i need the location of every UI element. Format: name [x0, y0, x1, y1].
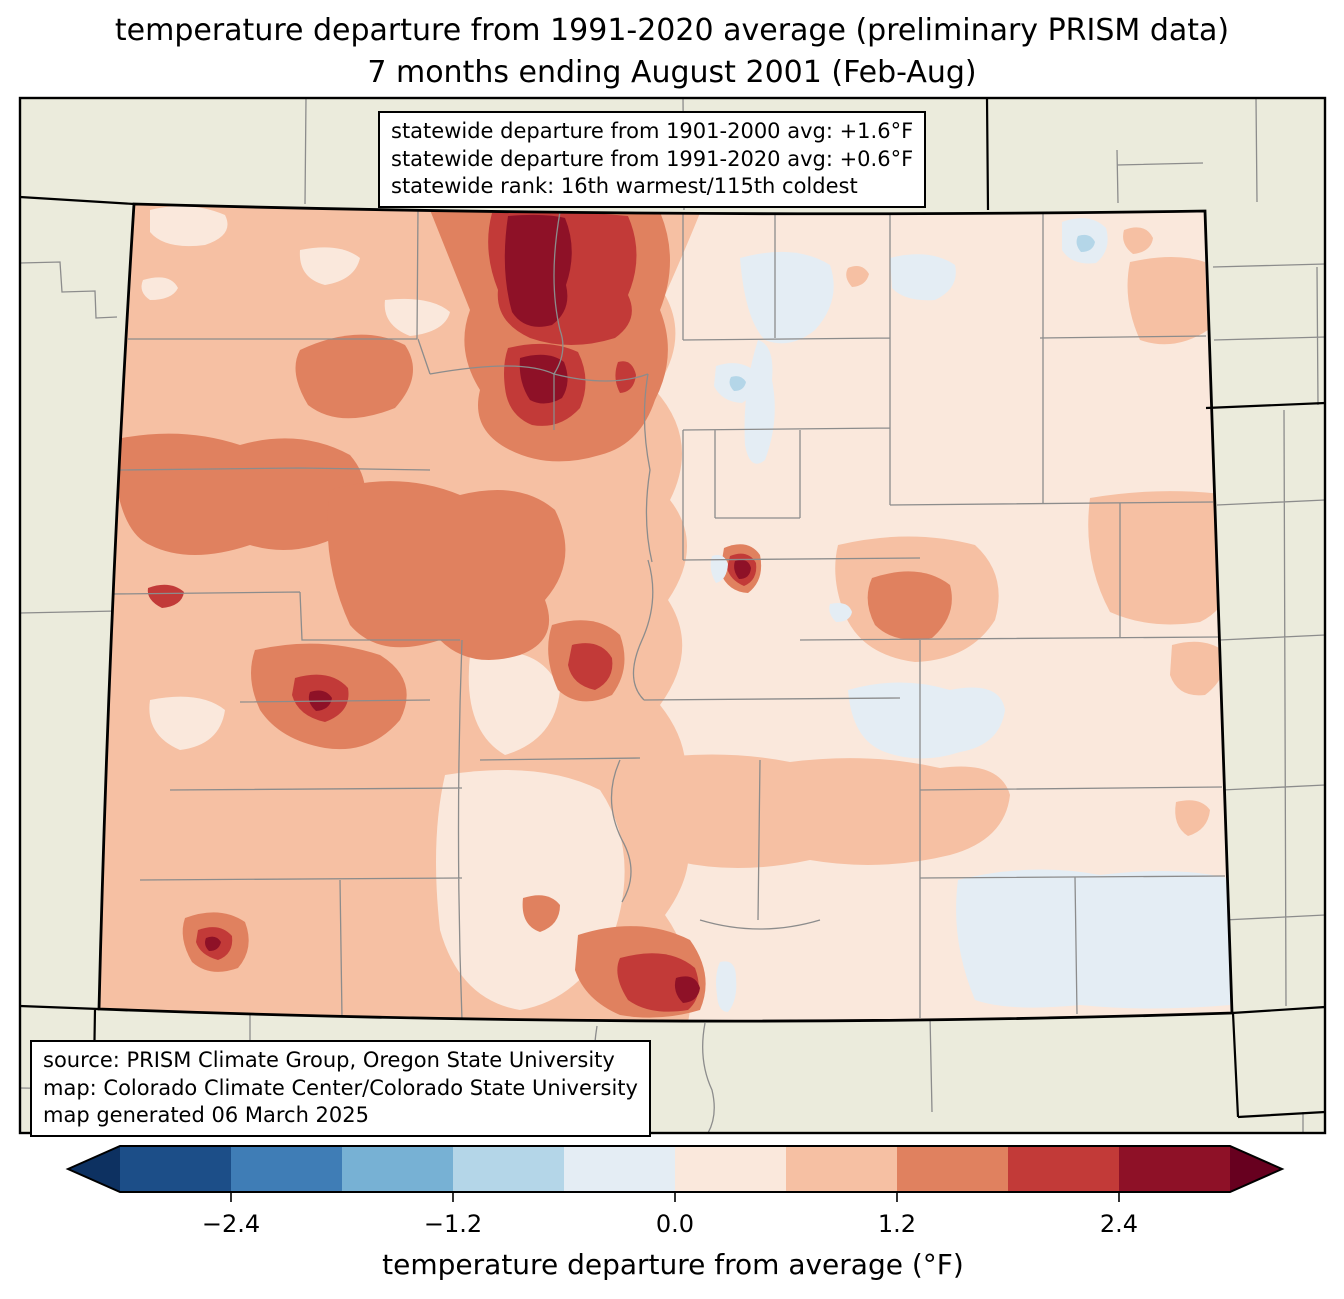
colorbar-tick-label: 0.0: [656, 1210, 694, 1238]
colorbar-tick-label: −1.2: [424, 1210, 482, 1238]
colorbar-tick-label: 2.4: [1100, 1210, 1138, 1238]
field-cool-cores: [729, 234, 1095, 391]
temperature-field: [99, 204, 1232, 1022]
field-warm1-east: [631, 227, 1232, 869]
source-line: source: PRISM Climate Group, Oregon Stat…: [43, 1048, 615, 1072]
colorbar-tick-label: −2.4: [202, 1210, 260, 1238]
map-credit-line: map: Colorado Climate Center/Colorado St…: [43, 1075, 638, 1100]
colorado-border: [97, 202, 1234, 1023]
stats-line-1901-2000: statewide departure from 1901-2000 avg: …: [391, 119, 914, 143]
colorado-county-lines: [111, 207, 1226, 1021]
map-frame: [18, 96, 1327, 1135]
stats-line-1991-2020: statewide departure from 1991-2020 avg: …: [391, 146, 914, 171]
stats-line-rank: statewide rank: 16th warmest/115th colde…: [391, 174, 858, 198]
statewide-stats-box: statewide departure from 1901-2000 avg: …: [378, 111, 927, 208]
colorbar-under-arrow: [68, 1146, 120, 1192]
colorbar: −2.4 −1.2 0.0 1.2 2.4 temperature depart…: [65, 1145, 1285, 1281]
colorbar-tick-label: 1.2: [878, 1210, 916, 1238]
figure-title-line1: temperature departure from 1991-2020 ave…: [114, 13, 1230, 48]
colorbar-segments: [120, 1146, 1230, 1192]
source-attribution-box: source: PRISM Climate Group, Oregon Stat…: [30, 1040, 651, 1137]
colorbar-tick-marks: [230, 1192, 1120, 1202]
colorbar-over-arrow: [1230, 1146, 1282, 1192]
colorbar-axis-label: temperature departure from average (°F): [382, 1248, 964, 1281]
generated-date-line: map generated 06 March 2025: [43, 1103, 370, 1127]
colorbar-outline: [65, 1145, 1285, 1193]
figure-title-line2: 7 months ending August 2001 (Feb-Aug): [367, 55, 977, 90]
